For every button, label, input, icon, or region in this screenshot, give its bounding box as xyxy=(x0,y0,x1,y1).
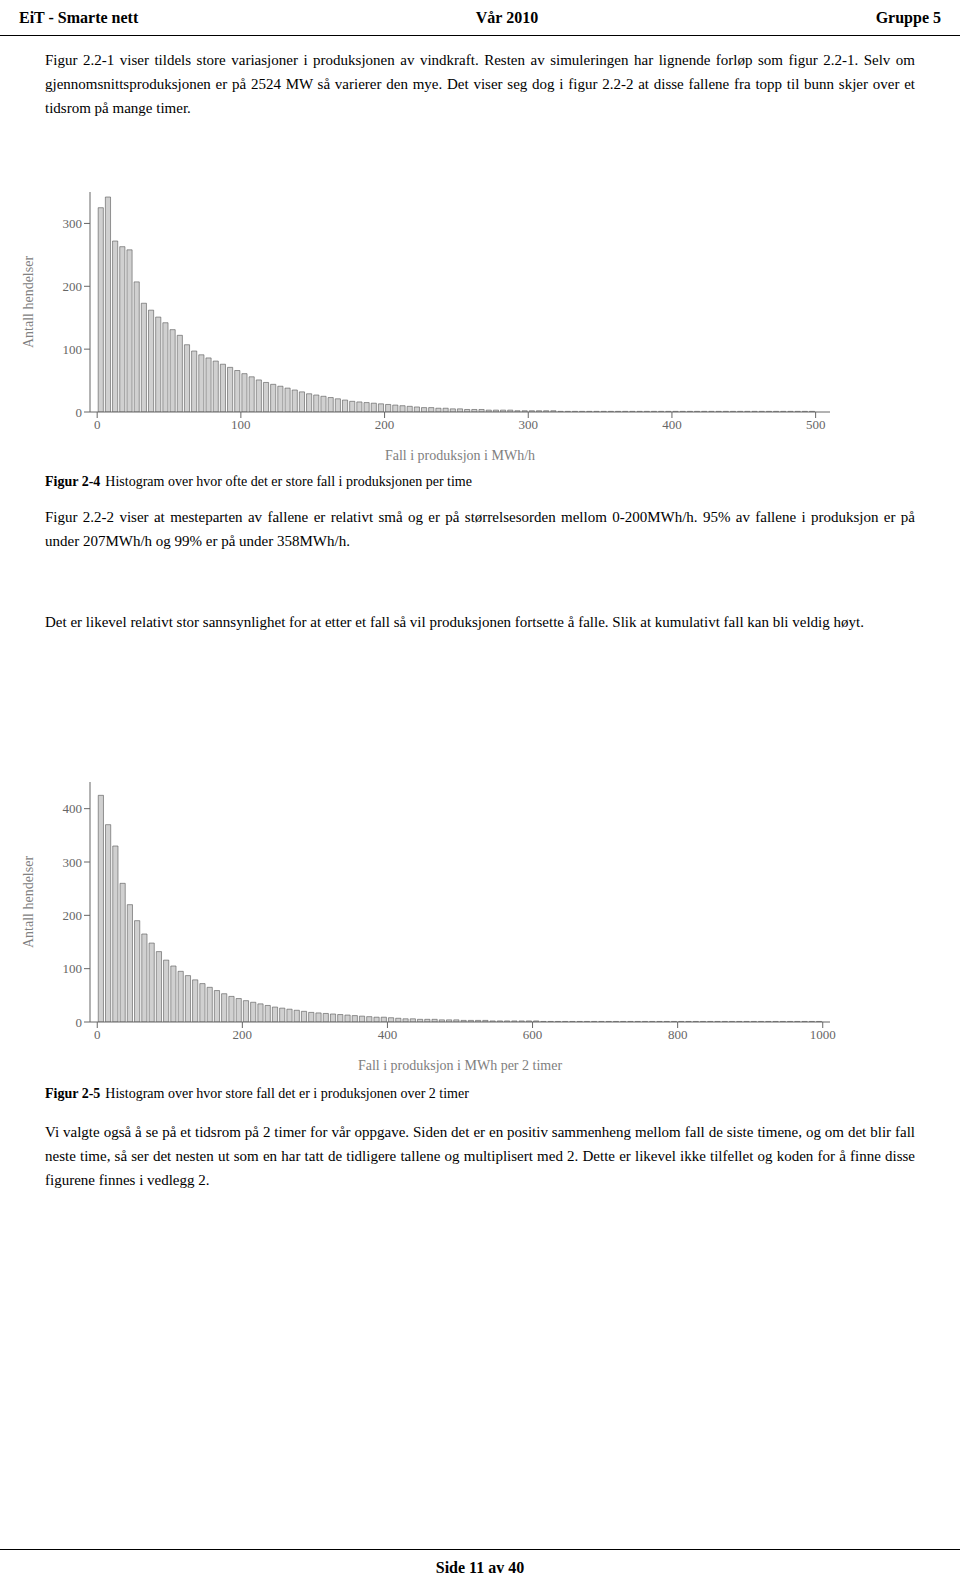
svg-text:100: 100 xyxy=(63,342,83,357)
html-text:Figur 2.2-2 viser at mestepart: Figur 2.2-2 viser at mesteparten av fall… xyxy=(45,509,915,549)
svg-text:300: 300 xyxy=(63,216,83,231)
svg-text:0: 0 xyxy=(76,405,83,420)
svg-text:0: 0 xyxy=(94,417,101,432)
html-text:Gruppe 5: Gruppe 5 xyxy=(875,8,941,26)
html-text:Side 11 av 40: Side 11 av 40 xyxy=(435,1559,525,1576)
svg-text:400: 400 xyxy=(662,417,682,432)
svg-text:Fall i produksjon i MWh per 2: Fall i produksjon i MWh per 2 timer xyxy=(358,1058,562,1073)
svg-text:0: 0 xyxy=(94,1027,101,1042)
svg-text:Fall i produksjon i MWh/h: Fall i produksjon i MWh/h xyxy=(385,448,535,463)
svg-text:500: 500 xyxy=(806,417,826,432)
svg-text:Antall hendelser: Antall hendelser xyxy=(21,856,36,948)
svg-text:100: 100 xyxy=(231,417,251,432)
svg-text:200: 200 xyxy=(63,908,83,923)
svg-text:0: 0 xyxy=(76,1015,83,1030)
svg-text:400: 400 xyxy=(378,1027,398,1042)
svg-text:300: 300 xyxy=(519,417,539,432)
svg-text:200: 200 xyxy=(375,417,395,432)
html-text:Figur 2.2-1 viser tildels stor: Figur 2.2-1 viser tildels store variasjo… xyxy=(45,52,915,116)
svg-text:1000: 1000 xyxy=(810,1027,836,1042)
svg-text:200: 200 xyxy=(233,1027,253,1042)
html-text:Vi valgte også å se på et tids: Vi valgte også å se på et tidsrom på 2 t… xyxy=(45,1124,915,1188)
svg-text:Antall hendelser: Antall hendelser xyxy=(21,256,36,348)
svg-text:800: 800 xyxy=(668,1027,688,1042)
html-text:Det er likevel relativt stor s: Det er likevel relativt stor sannsynligh… xyxy=(45,614,864,630)
svg-text:600: 600 xyxy=(523,1027,543,1042)
svg-text:300: 300 xyxy=(63,855,83,870)
svg-text:400: 400 xyxy=(63,801,83,816)
html-text:Figur 2-4 Histogram over hvor: Figur 2-4 Histogram over hvor ofte det e… xyxy=(45,474,472,489)
svg-text:100: 100 xyxy=(63,961,83,976)
svg-text:200: 200 xyxy=(63,279,83,294)
html-text:EiT - Smarte nett: EiT - Smarte nett xyxy=(19,8,139,26)
html-text:Figur 2-5 Histogram over hvor: Figur 2-5 Histogram over hvor store fall… xyxy=(45,1086,469,1101)
html-text:Vår 2010: Vår 2010 xyxy=(475,8,539,26)
